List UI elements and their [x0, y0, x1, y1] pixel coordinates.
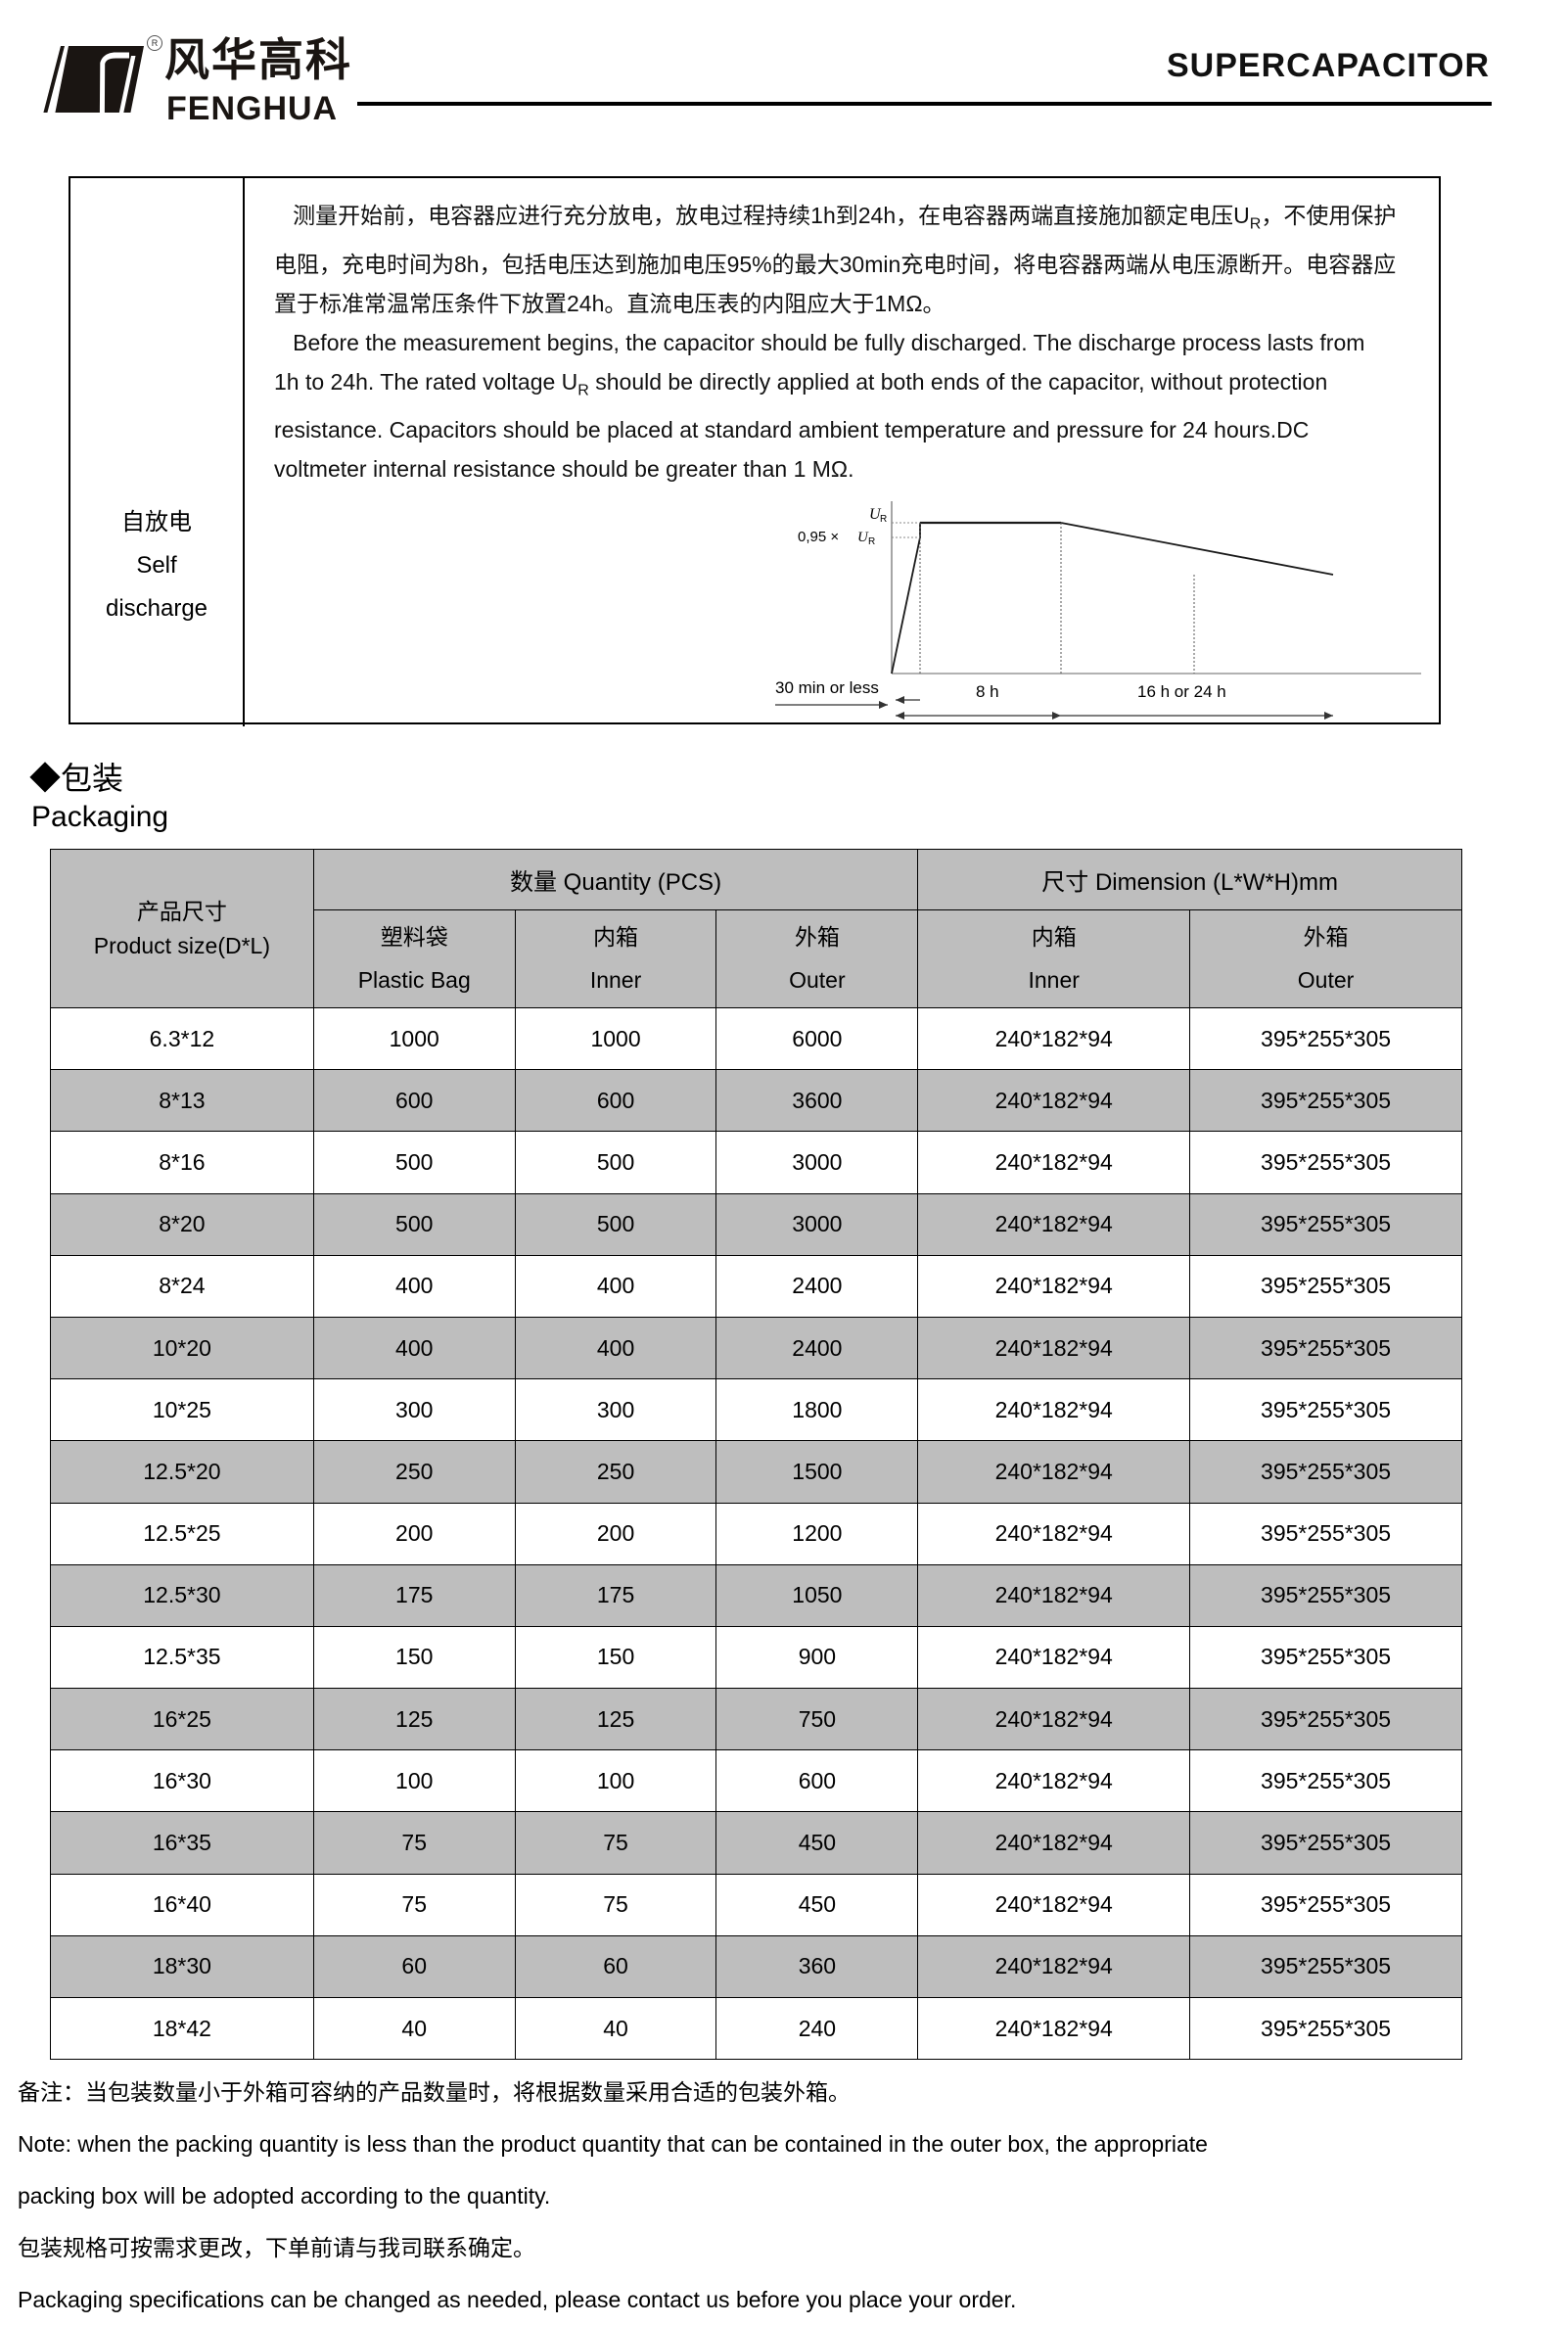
svg-text:0,95 ×: 0,95 ×	[798, 529, 839, 545]
svg-text:8 h: 8 h	[976, 682, 999, 701]
svg-text:R: R	[880, 514, 887, 525]
svg-text:R: R	[868, 536, 875, 547]
svg-text:30 min or less: 30 min or less	[775, 678, 879, 697]
svg-text:16 h or 24 h: 16 h or 24 h	[1137, 682, 1226, 701]
